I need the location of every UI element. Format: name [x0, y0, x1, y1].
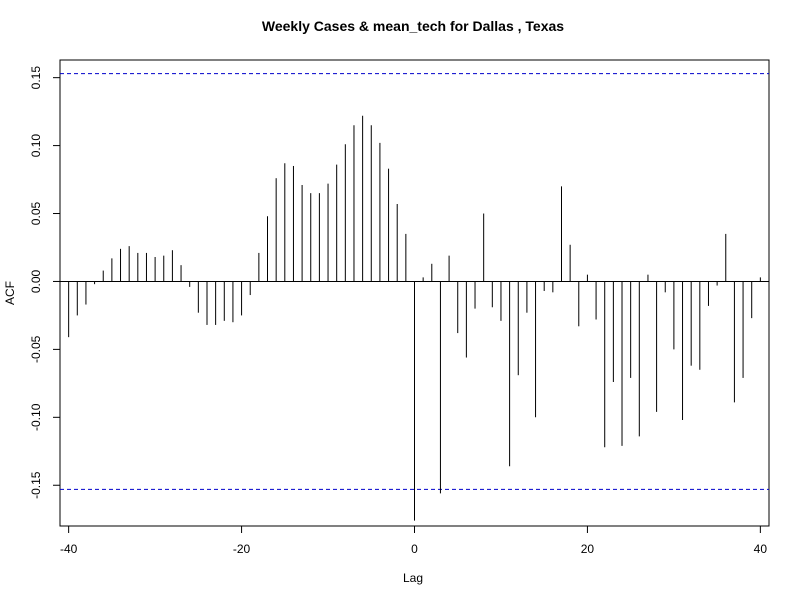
x-tick-label: 20: [581, 542, 595, 556]
y-tick-label: 0.10: [29, 134, 43, 158]
y-tick-label: -0.15: [29, 471, 43, 499]
x-tick-label: 40: [754, 542, 768, 556]
x-tick-label: 0: [411, 542, 418, 556]
x-axis-label: Lag: [403, 571, 423, 585]
y-tick-label: 0.15: [29, 66, 43, 90]
y-tick-label: -0.10: [29, 403, 43, 431]
y-tick-label: -0.05: [29, 335, 43, 363]
chart-title: Weekly Cases & mean_tech for Dallas , Te…: [262, 18, 564, 34]
x-tick-label: -40: [60, 542, 78, 556]
x-tick-label: -20: [233, 542, 251, 556]
y-tick-label: 0.05: [29, 202, 43, 226]
y-tick-label: 0.00: [29, 269, 43, 293]
y-axis-label: ACF: [3, 281, 17, 305]
